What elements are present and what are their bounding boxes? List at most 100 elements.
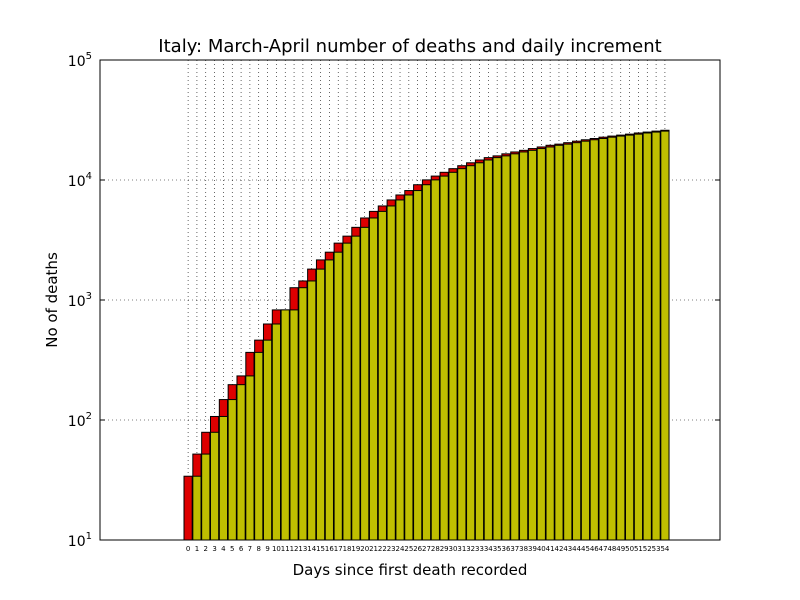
- x-tick-label: 17: [334, 545, 343, 553]
- bar-previous-deaths: [368, 217, 379, 541]
- bar-previous-deaths: [254, 351, 264, 541]
- y-tick-label: 101: [68, 531, 92, 550]
- x-tick-label: 43: [563, 545, 572, 553]
- bar-previous-deaths: [315, 268, 326, 541]
- bar-previous-deaths: [421, 184, 432, 541]
- bar-previous-deaths: [271, 323, 281, 541]
- x-tick-label: 35: [493, 545, 502, 553]
- x-tick-label: 38: [519, 545, 528, 553]
- x-tick-label: 12: [290, 545, 299, 553]
- bar-previous-deaths: [333, 251, 343, 541]
- bar-previous-deaths: [404, 194, 414, 541]
- y-tick-exponent: 4: [86, 171, 92, 182]
- x-tick-label: 34: [484, 545, 493, 553]
- x-tick-label: 6: [239, 545, 244, 553]
- y-tick-exponent: 2: [86, 411, 92, 422]
- bar-previous-deaths: [554, 144, 564, 541]
- x-tick-label: 30: [449, 545, 458, 553]
- x-tick-label: 3: [212, 545, 216, 553]
- bar-previous-deaths: [598, 138, 608, 541]
- y-tick-exponent: 1: [86, 531, 92, 542]
- x-tick-label: 44: [572, 545, 581, 553]
- bar-previous-deaths: [616, 135, 626, 541]
- x-tick-label: 4: [221, 545, 226, 553]
- x-tick-label: 39: [528, 545, 537, 553]
- x-tick-label: 11: [281, 545, 290, 553]
- bar-previous-deaths: [351, 235, 361, 541]
- y-tick-base: 10: [68, 174, 86, 190]
- bar-previous-deaths: [413, 190, 423, 541]
- x-tick-label: 21: [369, 545, 378, 553]
- x-tick-label: 25: [404, 545, 413, 553]
- bar-previous-deaths: [227, 399, 237, 541]
- x-tick-label: 50: [625, 545, 634, 553]
- bar-previous-deaths: [466, 165, 476, 541]
- x-tick-label: 27: [422, 545, 431, 553]
- x-tick-label: 52: [643, 545, 652, 553]
- x-tick-label: 26: [413, 545, 422, 553]
- bar-previous-deaths: [236, 384, 246, 541]
- y-tick-label: 105: [68, 51, 92, 70]
- x-axis-label: Days since first death recorded: [293, 561, 528, 579]
- x-tick-label: 45: [581, 545, 590, 553]
- bar-previous-deaths: [324, 259, 334, 541]
- x-tick-label: 53: [652, 545, 661, 553]
- x-tick-label: 19: [351, 545, 360, 553]
- bar-previous-deaths: [651, 131, 661, 541]
- x-tick-label: 16: [325, 545, 334, 553]
- x-tick-label: 15: [316, 545, 325, 553]
- bar-previous-deaths: [510, 153, 520, 541]
- x-tick-label: 0: [186, 545, 190, 553]
- bar-previous-deaths: [483, 159, 493, 541]
- x-tick-label: 36: [502, 545, 511, 553]
- x-tick-label: 46: [590, 545, 599, 553]
- x-tick-label: 40: [537, 545, 546, 553]
- y-tick-base: 10: [68, 534, 86, 550]
- x-tick-label: 29: [440, 545, 449, 553]
- y-tick-base: 10: [68, 294, 86, 310]
- x-tick-label: 10: [272, 545, 281, 553]
- bar-previous-deaths: [430, 179, 440, 541]
- y-tick-base: 10: [68, 414, 86, 430]
- x-tick-label: 1: [195, 545, 199, 553]
- bar-previous-deaths: [448, 171, 458, 541]
- bar-previous-deaths: [545, 146, 555, 541]
- bar-previous-deaths: [492, 157, 502, 541]
- bar-previous-deaths: [642, 132, 652, 541]
- x-tick-label: 48: [607, 545, 616, 553]
- bar-previous-deaths: [607, 136, 617, 541]
- bar-previous-deaths: [209, 431, 220, 541]
- x-tick-label: 49: [616, 545, 625, 553]
- x-axis-ticks: 0 1 2 3 4 5 6 7 8 9 10 11 12 13 14 15 16 17 18 19 20 21 22 23 24…: [186, 545, 670, 553]
- bar-previous-deaths: [245, 375, 255, 541]
- bar-total-deaths: [183, 475, 193, 541]
- y-axis-label: No of deaths: [43, 252, 61, 348]
- x-tick-label: 13: [298, 545, 307, 553]
- x-tick-label: 20: [360, 545, 369, 553]
- bar-previous-deaths: [298, 287, 308, 541]
- x-tick-label: 54: [660, 545, 669, 553]
- bar-previous-deaths: [474, 162, 485, 541]
- x-tick-label: 47: [599, 545, 608, 553]
- bars: [183, 129, 670, 541]
- x-tick-label: 5: [230, 545, 234, 553]
- x-tick-label: 31: [457, 545, 466, 553]
- bar-previous-deaths: [360, 226, 370, 541]
- bar-previous-deaths: [501, 155, 511, 541]
- bar-previous-deaths: [201, 453, 211, 541]
- x-tick-label: 18: [343, 545, 352, 553]
- x-tick-label: 9: [265, 545, 269, 553]
- bar-previous-deaths: [386, 205, 396, 541]
- y-tick-exponent: 5: [86, 51, 92, 62]
- x-tick-label: 33: [475, 545, 484, 553]
- bar-previous-deaths: [342, 242, 352, 541]
- bar-previous-deaths: [563, 143, 573, 541]
- x-tick-label: 8: [257, 545, 261, 553]
- x-tick-label: 37: [510, 545, 519, 553]
- bar-previous-deaths: [580, 140, 591, 541]
- bar-previous-deaths: [660, 130, 670, 541]
- x-tick-label: 32: [466, 545, 475, 553]
- bar-previous-deaths: [289, 309, 299, 541]
- bar-previous-deaths: [280, 309, 290, 541]
